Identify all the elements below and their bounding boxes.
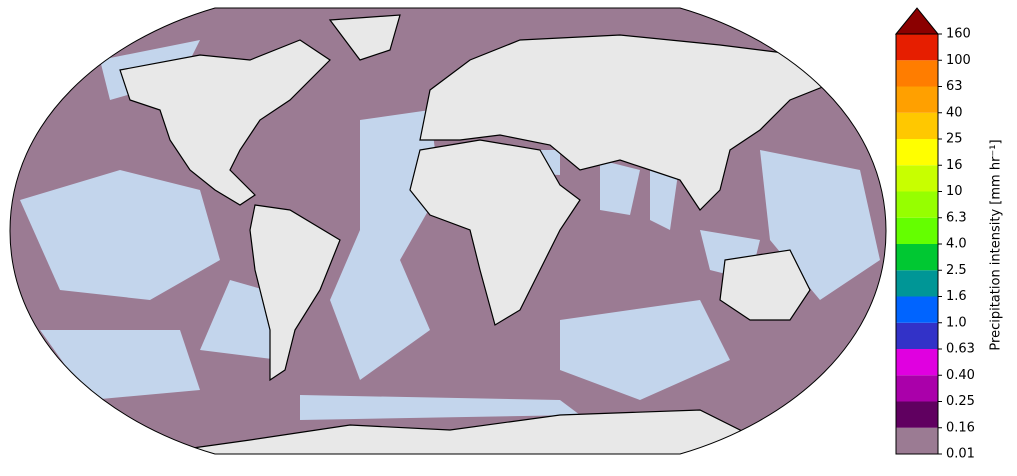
colorbar-bin [896,86,938,113]
colorbar-tick-label: 25 [946,132,963,147]
colorbar-bin [896,191,938,218]
colorbar-tick-label: 0.01 [946,447,975,462]
colorbar-tick-label: 0.63 [946,342,975,357]
colorbar-tick-label: 1.0 [946,315,967,330]
colorbar-bin [896,139,938,166]
colorbar-tick-label: 16 [946,158,963,173]
map-border [9,7,887,455]
colorbar-tick-label: 0.16 [946,420,975,435]
colorbar-tick-label: 2.5 [946,263,967,278]
land [119,14,842,454]
colorbar-bin [896,349,938,376]
colorbar-tick-label: 160 [946,27,971,42]
colorbar-bin [896,217,938,244]
colorbar-bin [896,375,938,402]
colorbar-bin [896,322,938,349]
colorbar-label: Precipitation intensity [mm hr⁻¹] [989,139,1004,350]
colorbar-tick-label: 4.0 [946,237,967,252]
colorbar-bin [896,244,938,271]
colorbar-bin [896,165,938,192]
colorbar-tick-label: 6.3 [946,210,967,225]
colorbar-extend [894,7,940,35]
colorbar-bin [896,34,938,61]
colorbar-tick-label: 0.40 [946,368,975,383]
colorbar-bin [896,60,938,87]
colorbar-bin [896,296,938,323]
colorbar-bin [896,427,938,454]
colorbar-bin [896,401,938,428]
colorbar-tick-label: 1.6 [946,289,967,304]
colorbar-tick-label: 63 [946,79,963,94]
colorbar-bin [896,270,938,297]
colorbar-tick-label: 100 [946,53,971,68]
map [10,8,886,454]
colorbar-bin [896,112,938,139]
colorbar-tick-label: 40 [946,105,963,120]
colorbar-tick-label: 0.25 [946,394,975,409]
colorbar-tick-label: 10 [946,184,963,199]
